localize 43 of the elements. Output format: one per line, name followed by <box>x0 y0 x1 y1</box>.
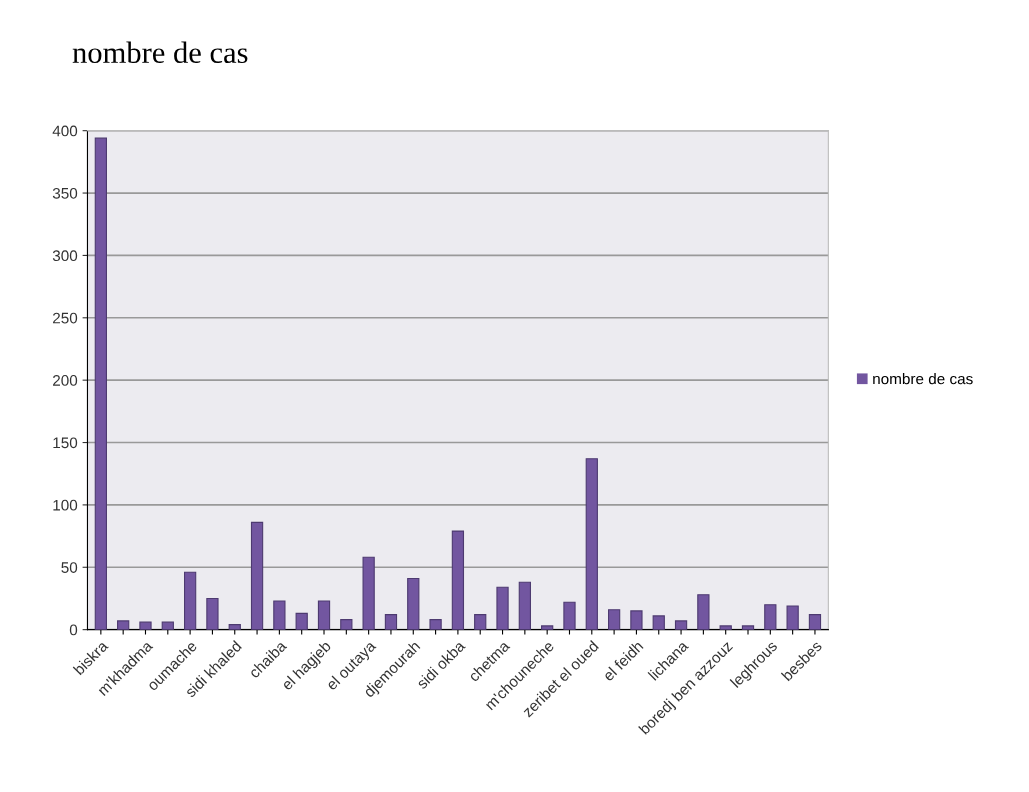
bar <box>518 581 531 630</box>
bar <box>697 594 710 630</box>
y-tick-label: 0 <box>69 624 78 636</box>
y-tick-label: 150 <box>53 437 78 449</box>
bar <box>340 619 353 630</box>
bar <box>741 625 755 630</box>
bar <box>362 556 375 630</box>
bar <box>630 610 643 630</box>
y-tick-label: 50 <box>61 562 78 573</box>
bar <box>206 597 219 630</box>
y-tick-label: 300 <box>52 250 78 262</box>
bar <box>451 530 465 630</box>
y-tick-label: 200 <box>53 375 78 386</box>
chart-title: nombre de cas <box>72 41 248 64</box>
y-tick-label: 100 <box>53 499 78 511</box>
bar <box>607 609 621 630</box>
bar <box>139 621 152 630</box>
bar <box>183 571 197 630</box>
bar <box>407 577 420 630</box>
y-tick-label: 400 <box>52 125 78 137</box>
bar <box>273 600 286 630</box>
bar <box>474 614 487 630</box>
y-tick-label: 250 <box>53 312 78 324</box>
bar <box>585 458 598 630</box>
bar <box>429 619 442 630</box>
bar <box>808 614 822 630</box>
bar <box>295 612 308 630</box>
bar <box>541 625 554 630</box>
bar <box>719 625 732 630</box>
bar <box>94 137 107 630</box>
bar <box>652 615 665 630</box>
bar <box>786 605 799 630</box>
bar <box>764 604 777 630</box>
bar <box>496 586 509 630</box>
bar <box>317 600 331 630</box>
legend-label: nombre de cas <box>873 373 973 385</box>
bar <box>228 624 241 630</box>
bar <box>250 521 264 630</box>
bar <box>674 620 688 630</box>
y-tick-label: 350 <box>52 187 78 199</box>
bar <box>384 614 398 630</box>
bar <box>563 601 576 630</box>
bar <box>117 620 130 630</box>
